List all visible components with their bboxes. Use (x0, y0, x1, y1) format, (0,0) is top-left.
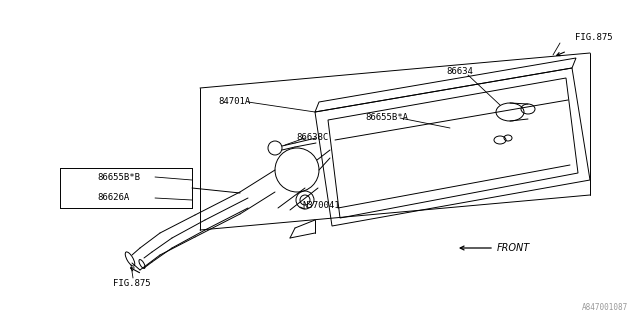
Text: FIG.875: FIG.875 (113, 279, 150, 289)
Text: FIG.875: FIG.875 (575, 34, 612, 43)
Text: N370041: N370041 (302, 201, 340, 210)
Text: 86655B*B: 86655B*B (97, 172, 140, 181)
Text: 86626A: 86626A (97, 194, 129, 203)
Text: 86655B*A: 86655B*A (365, 114, 408, 123)
Text: FRONT: FRONT (497, 243, 531, 253)
Text: 86634: 86634 (446, 68, 473, 76)
Text: 84701A: 84701A (218, 98, 250, 107)
Text: 86638C: 86638C (296, 133, 328, 142)
Text: A847001087: A847001087 (582, 303, 628, 312)
